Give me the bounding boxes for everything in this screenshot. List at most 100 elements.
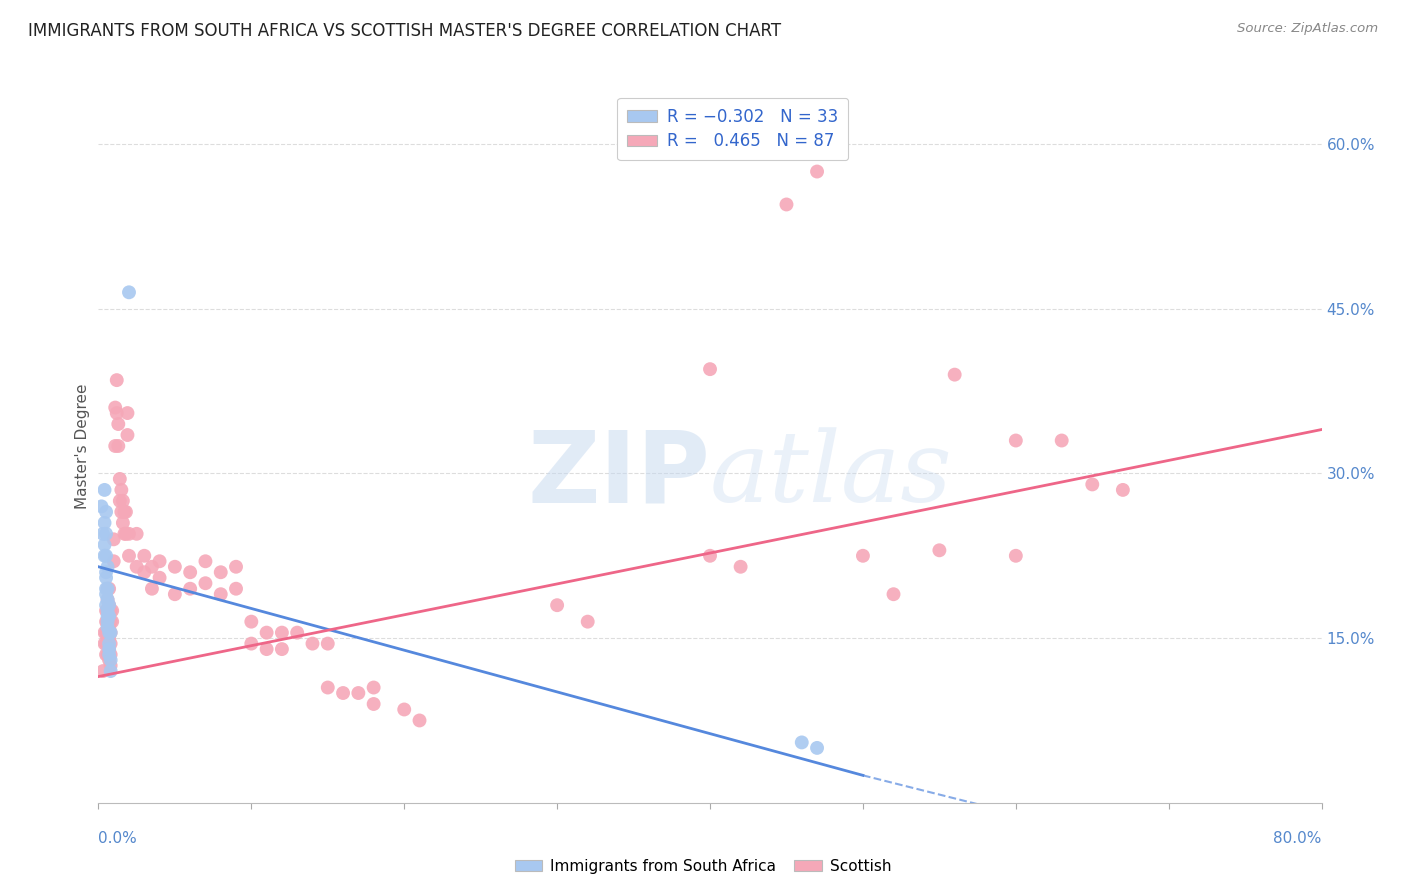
Point	[98, 642, 121, 657]
Point	[97, 648, 120, 662]
Point	[103, 554, 125, 568]
Point	[98, 648, 121, 662]
Point	[1004, 549, 1026, 563]
Point	[103, 533, 125, 547]
Point	[363, 681, 385, 695]
Point	[107, 417, 129, 431]
Point	[111, 494, 134, 508]
Point	[347, 686, 370, 700]
Point	[100, 653, 122, 667]
Point	[104, 439, 127, 453]
Point	[98, 598, 121, 612]
Point	[790, 735, 813, 749]
Point	[97, 592, 120, 607]
Point	[93, 516, 115, 530]
Point	[94, 604, 117, 618]
Point	[149, 571, 172, 585]
Point	[1050, 434, 1073, 448]
Point	[943, 368, 966, 382]
Point	[163, 587, 186, 601]
Point	[107, 439, 129, 453]
Point	[301, 637, 323, 651]
Point	[100, 625, 122, 640]
Point	[97, 582, 120, 596]
Legend: R = −0.302   N = 33, R =   0.465   N = 87: R = −0.302 N = 33, R = 0.465 N = 87	[617, 97, 848, 161]
Point	[100, 648, 122, 662]
Point	[97, 615, 120, 629]
Point	[97, 559, 120, 574]
Y-axis label: Master's Degree: Master's Degree	[75, 384, 90, 508]
Point	[240, 615, 263, 629]
Point	[98, 598, 121, 612]
Point	[270, 625, 292, 640]
Point	[93, 549, 115, 563]
Point	[97, 637, 120, 651]
Point	[112, 526, 135, 541]
Point	[806, 164, 828, 178]
Point	[94, 587, 117, 601]
Point	[392, 702, 416, 716]
Point	[91, 526, 114, 541]
Text: Source: ZipAtlas.com: Source: ZipAtlas.com	[1237, 22, 1378, 36]
Point	[94, 637, 117, 651]
Point	[149, 554, 172, 568]
Point	[97, 620, 120, 634]
Point	[100, 615, 122, 629]
Point	[112, 505, 135, 519]
Point	[97, 625, 120, 640]
Point	[179, 582, 201, 596]
Point	[101, 604, 124, 618]
Point	[91, 664, 114, 678]
Point	[852, 549, 875, 563]
Point	[118, 549, 141, 563]
Point	[100, 625, 122, 640]
Point	[125, 559, 148, 574]
Legend: Immigrants from South Africa, Scottish: Immigrants from South Africa, Scottish	[509, 853, 897, 880]
Text: ZIP: ZIP	[527, 426, 710, 523]
Point	[101, 615, 124, 629]
Point	[98, 625, 121, 640]
Point	[93, 538, 115, 552]
Point	[110, 505, 132, 519]
Point	[209, 587, 232, 601]
Point	[256, 625, 278, 640]
Point	[806, 740, 828, 755]
Text: IMMIGRANTS FROM SOUTH AFRICA VS SCOTTISH MASTER'S DEGREE CORRELATION CHART: IMMIGRANTS FROM SOUTH AFRICA VS SCOTTISH…	[28, 22, 782, 40]
Point	[94, 526, 117, 541]
Point	[94, 582, 117, 596]
Point	[118, 526, 141, 541]
Point	[883, 587, 905, 601]
Point	[546, 598, 568, 612]
Point	[100, 637, 122, 651]
Point	[699, 362, 721, 376]
Point	[928, 543, 950, 558]
Point	[98, 653, 121, 667]
Point	[209, 566, 232, 580]
Point	[775, 197, 797, 211]
Point	[90, 500, 112, 514]
Point	[105, 373, 128, 387]
Point	[94, 648, 117, 662]
Point	[97, 604, 120, 618]
Point	[1081, 477, 1104, 491]
Point	[1004, 434, 1026, 448]
Point	[94, 505, 117, 519]
Point	[108, 472, 131, 486]
Point	[408, 714, 430, 728]
Point	[93, 483, 115, 497]
Point	[730, 559, 752, 574]
Point	[111, 516, 134, 530]
Point	[125, 526, 148, 541]
Point	[97, 604, 120, 618]
Point	[225, 559, 247, 574]
Point	[100, 658, 122, 673]
Point	[141, 559, 163, 574]
Point	[94, 549, 117, 563]
Point	[134, 549, 156, 563]
Point	[576, 615, 599, 629]
Point	[179, 566, 201, 580]
Point	[194, 554, 217, 568]
Point	[97, 609, 120, 624]
Point	[332, 686, 354, 700]
Point	[1112, 483, 1135, 497]
